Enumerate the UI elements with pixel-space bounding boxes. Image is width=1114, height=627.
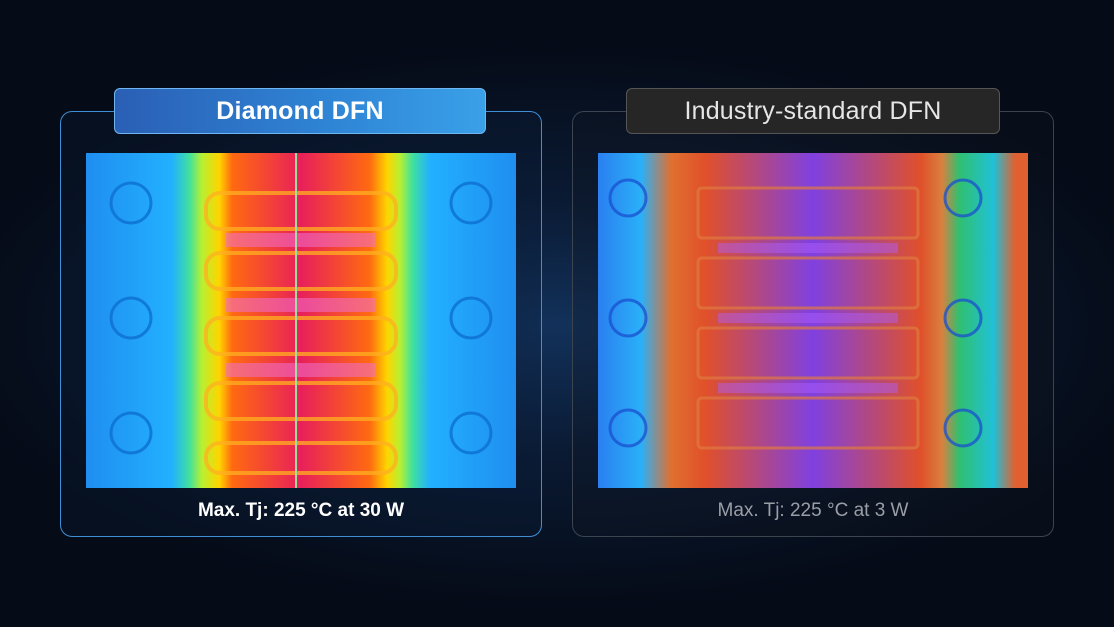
diamond-dfn-thermal-image: [86, 153, 516, 488]
industry-dfn-thermal-image: [598, 153, 1028, 488]
industry-dfn-caption: Max. Tj: 225 °C at 3 W: [717, 500, 909, 521]
diamond-dfn-title: Diamond DFN: [114, 88, 486, 134]
industry-dfn-title: Industry-standard DFN: [626, 88, 1000, 134]
diamond-dfn-caption: Max. Tj: 225 °C at 30 W: [197, 500, 405, 521]
